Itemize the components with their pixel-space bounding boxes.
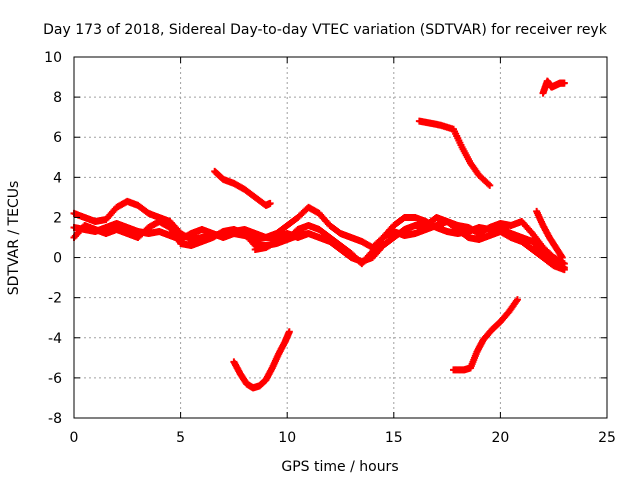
x-tick-label: 25	[598, 430, 616, 446]
y-tick-label: 0	[53, 251, 62, 267]
plot-border	[73, 56, 608, 419]
series-main-band-b	[70, 217, 568, 268]
x-tick-label: 20	[491, 430, 509, 446]
data-point	[305, 229, 313, 237]
ticks: 0 5 10 15 20 25 -8 -6 -4 -2 0 2 4 6 8 10	[44, 50, 616, 446]
series-seg-drop-right	[533, 207, 566, 262]
series-seg-top-right	[539, 77, 568, 97]
y-tick-label: -4	[48, 331, 62, 347]
y-tick-label: 2	[53, 210, 62, 226]
x-axis-label: GPS time / hours	[281, 459, 398, 475]
data-point	[560, 79, 568, 87]
y-tick-label: 6	[53, 130, 62, 146]
data-point	[513, 296, 521, 304]
data-point	[486, 181, 494, 189]
data-series	[70, 77, 568, 392]
data-point	[266, 199, 274, 207]
y-tick-label: -2	[48, 291, 62, 307]
data-point	[484, 180, 492, 188]
data-point	[285, 328, 293, 336]
y-tick-label: -8	[48, 411, 62, 427]
series-seg-lift-0	[251, 229, 313, 254]
data-point	[560, 260, 568, 268]
x-tick-label: 5	[176, 430, 185, 446]
x-tick-label: 10	[278, 430, 296, 446]
series-seg-4-to-3	[211, 167, 274, 209]
data-point	[558, 254, 566, 262]
y-tick-label: 4	[53, 170, 62, 186]
data-point	[560, 266, 568, 274]
y-axis-label: SDTVAR / TECUs	[6, 181, 22, 296]
chart-title: Day 173 of 2018, Sidereal Day-to-day VTE…	[43, 22, 608, 38]
series-seg-7-to-4	[415, 117, 494, 189]
x-tick-label: 0	[70, 430, 79, 446]
grid	[74, 57, 607, 418]
series-seg-rise	[449, 296, 521, 374]
series-seg-dip-v	[230, 328, 293, 392]
y-tick-label: 10	[44, 50, 62, 66]
y-tick-label: -6	[48, 371, 62, 387]
y-tick-label: 8	[53, 90, 62, 106]
x-tick-label: 15	[385, 430, 403, 446]
